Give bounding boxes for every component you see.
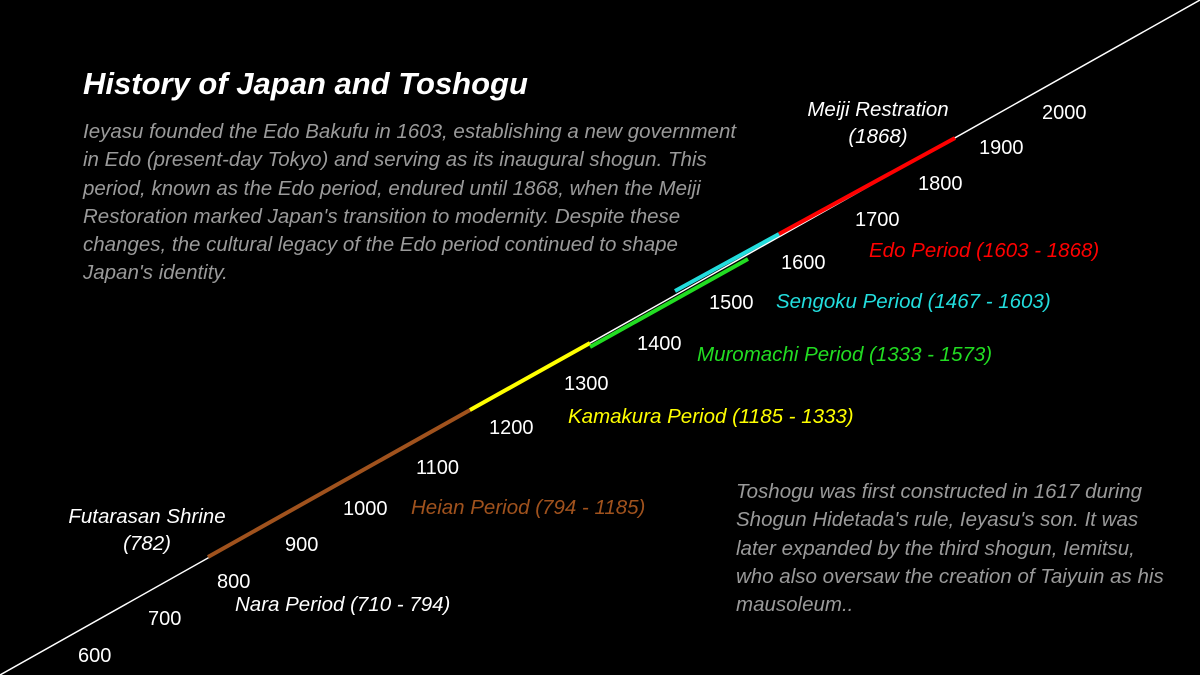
year-label-700: 700 [148,608,181,630]
year-label-1200: 1200 [489,417,534,439]
year-label-1900: 1900 [979,137,1024,159]
heian-period-segment [207,408,471,559]
heian-period-label: Heian Period (794 - 1185) [411,496,646,519]
nara-period-label: Nara Period (710 - 794) [235,593,451,616]
page-title: History of Japan and Toshogu [83,66,528,101]
kamakura-period-segment [469,341,591,412]
year-label-1300: 1300 [564,373,609,395]
year-label-1400: 1400 [637,333,682,355]
year-label-1500: 1500 [709,292,754,314]
year-label-1600: 1600 [781,252,826,274]
kamakura-period-label: Kamakura Period (1185 - 1333) [568,405,854,428]
sengoku-period-label: Sengoku Period (1467 - 1603) [776,290,1051,313]
edo-period-label: Edo Period (1603 - 1868) [869,239,1100,262]
meiji-restoration-name: Meiji Restration [807,98,949,121]
year-label-1700: 1700 [855,209,900,231]
futarasan-shrine-year: (782) [123,532,171,555]
year-label-900: 900 [285,534,318,556]
year-label-800: 800 [217,571,250,593]
edo-period-segment [778,136,956,236]
period-segments [207,136,956,559]
muromachi-period-segment [589,257,749,349]
muromachi-period-label: Muromachi Period (1333 - 1573) [697,343,993,366]
sengoku-period-segment [674,232,780,293]
year-label-1100: 1100 [416,457,459,479]
futarasan-shrine-label: Futarasan Shrine (782) [50,503,244,557]
meiji-restoration-label: Meiji Restration (1868) [780,96,976,150]
year-label-600: 600 [78,645,111,667]
intro-paragraph: Ieyasu founded the Edo Bakufu in 1603, e… [83,120,737,285]
year-label-1000: 1000 [343,498,388,520]
year-label-2000: 2000 [1042,102,1087,124]
toshogu-note: Toshogu was first constructed in 1617 du… [736,480,1164,617]
futarasan-shrine-name: Futarasan Shrine [68,505,226,528]
meiji-restoration-year: (1868) [848,125,908,148]
year-labels: 600 700 800 900 1000 1100 1200 1300 1400 1500 1600… [78,102,1087,667]
year-label-1800: 1800 [918,173,963,195]
